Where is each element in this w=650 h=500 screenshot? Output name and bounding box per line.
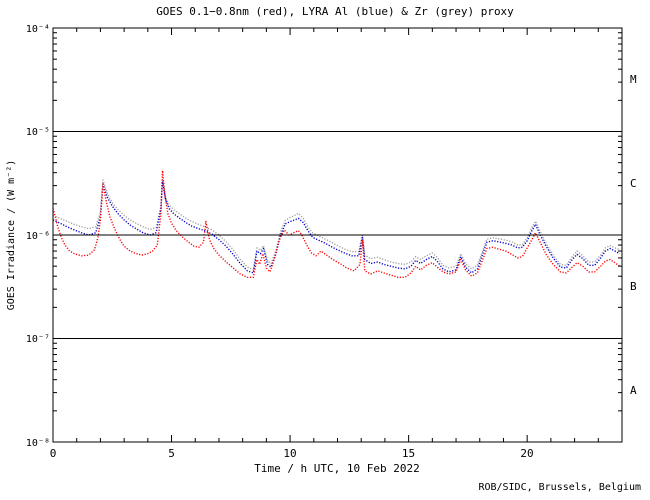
- flare-class-label-m: M: [630, 73, 637, 86]
- x-tick-label-5: 5: [168, 447, 175, 460]
- axis-ticks-layer: [53, 28, 622, 442]
- y-tick-label-1e-6: 10⁻⁶: [26, 231, 50, 242]
- y-tick-label-1e-5: 10⁻⁵: [26, 127, 50, 138]
- flare-class-label-c: C: [630, 177, 637, 190]
- y-axis-label: GOES Irradiance / (W m⁻²): [6, 160, 17, 311]
- data-series-layer: [52, 169, 621, 278]
- flare-class-label-a: A: [630, 384, 637, 397]
- series-red: [52, 169, 621, 278]
- x-axis-label: Time / h UTC, 10 Feb 2022: [254, 462, 420, 475]
- y-tick-label-1e-7: 10⁻⁷: [26, 334, 50, 345]
- x-tick-label-0: 0: [50, 447, 57, 460]
- chart-title: GOES 0.1−0.8nm (red), LYRA Al (blue) & Z…: [156, 5, 514, 18]
- y-tick-label-1e-4: 10⁻⁴: [26, 24, 50, 35]
- x-tick-label-20: 20: [520, 447, 533, 460]
- series-grey: [52, 179, 620, 271]
- plot-frame: [52, 27, 623, 443]
- x-tick-label-10: 10: [283, 447, 296, 460]
- x-tick-label-15: 15: [402, 447, 415, 460]
- flare-class-label-b: B: [630, 280, 637, 293]
- y-tick-label-1e-8: 10⁻⁸: [26, 438, 50, 449]
- footer-credit: ROB/SIDC, Brussels, Belgium: [478, 482, 641, 493]
- series-blue: [52, 180, 620, 274]
- flare-boundary-lines-layer: [53, 131, 622, 339]
